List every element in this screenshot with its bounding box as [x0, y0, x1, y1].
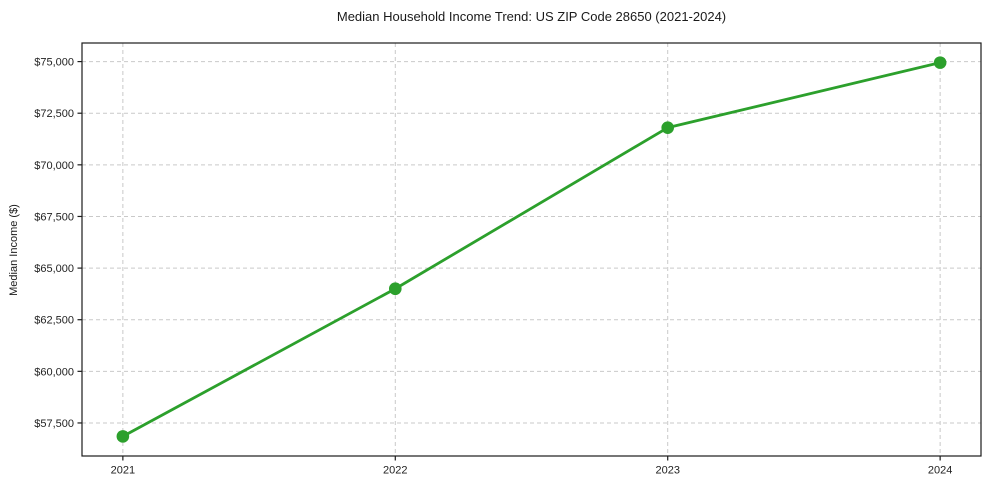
plot-border — [81, 42, 982, 457]
y-tick-label: $60,000 — [34, 366, 74, 378]
y-tick-label: $70,000 — [34, 160, 74, 172]
x-tick-label: 2021 — [111, 465, 135, 477]
trend-line — [121, 61, 942, 438]
x-tick-label: 2022 — [383, 465, 407, 477]
data-point-2024 — [933, 56, 947, 69]
data-point-2022 — [388, 282, 402, 296]
y-tick-label: $62,500 — [34, 315, 74, 327]
x-tick-label: 2023 — [655, 465, 679, 477]
y-tick-label: $67,500 — [34, 211, 74, 223]
data-point-2023 — [661, 121, 675, 134]
y-tick-label: $75,000 — [34, 57, 74, 69]
x-tick-label: 2024 — [928, 465, 952, 477]
data-point-2021 — [116, 430, 130, 443]
chart-title: Median Household Income Trend: US ZIP Co… — [336, 9, 727, 24]
y-tick-label: $65,000 — [34, 263, 74, 275]
y-tick-label: $57,500 — [34, 418, 74, 430]
y-tick-label: $72,500 — [34, 108, 74, 120]
